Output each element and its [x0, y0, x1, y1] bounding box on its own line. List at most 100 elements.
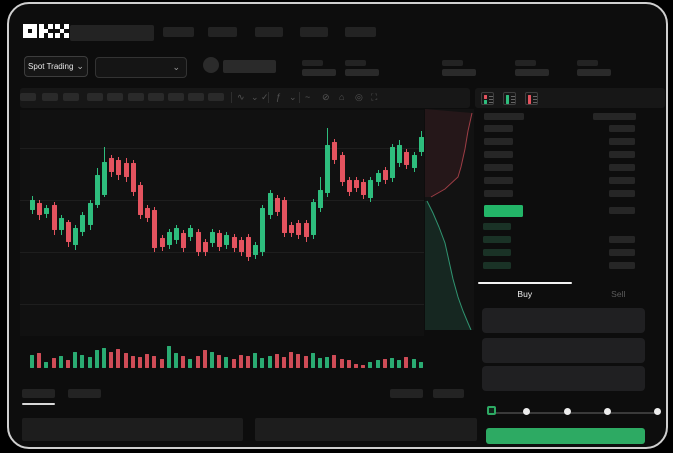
- tab-buy[interactable]: Buy: [478, 282, 572, 306]
- nav-item-placeholder[interactable]: [255, 27, 283, 37]
- amount-input-placeholder[interactable]: [482, 338, 645, 363]
- ask-row[interactable]: [484, 177, 513, 184]
- amount-slider-track[interactable]: [490, 412, 657, 414]
- timeframe-button-placeholder[interactable]: [208, 93, 224, 101]
- tab-sell[interactable]: Sell: [611, 289, 626, 299]
- chart-style-icon[interactable]: ∿: [237, 92, 245, 102]
- volume-bar: [246, 356, 250, 368]
- nav-item-placeholder[interactable]: [208, 27, 237, 37]
- compare-icon[interactable]: ⊘: [322, 92, 330, 102]
- candle: [231, 237, 237, 248]
- fullscreen-icon[interactable]: ⛶: [371, 92, 378, 102]
- orderbook-sells-view-icon[interactable]: [525, 92, 538, 105]
- candlestick-chart[interactable]: [20, 110, 424, 336]
- stat-value-placeholder: [515, 69, 549, 76]
- orderbook-icon-line: [489, 99, 493, 100]
- okx-logo[interactable]: [23, 24, 69, 38]
- bottom-tab-underline: [22, 403, 55, 405]
- volume-bar: [404, 357, 409, 368]
- orderbook-icon-line: [489, 96, 493, 97]
- ask-amount-placeholder: [609, 177, 635, 184]
- ask-row[interactable]: [484, 151, 513, 158]
- app-window: Spot Trading ⌄ ⌄ ∿ ⌄ ✓ ƒ ⌄ ~ ⊘ ⌂ ◎ ⛶ Buy: [7, 2, 668, 449]
- volume-bar: [217, 355, 222, 368]
- pair-selector-dropdown[interactable]: ⌄: [95, 57, 187, 78]
- volume-bar: [303, 356, 308, 368]
- bid-row[interactable]: [483, 262, 511, 269]
- bid-row[interactable]: [483, 236, 511, 243]
- bid-amount-placeholder: [609, 249, 635, 256]
- timeframe-button-placeholder[interactable]: [20, 93, 36, 101]
- candle: [94, 175, 100, 205]
- orderbook-icon-bar: [484, 100, 487, 104]
- bottom-tab-active[interactable]: [22, 389, 55, 398]
- ask-row[interactable]: [484, 125, 513, 132]
- candle: [181, 233, 187, 248]
- timeframe-button-placeholder[interactable]: [63, 93, 79, 101]
- nav-item-placeholder[interactable]: [345, 27, 376, 37]
- search-placeholder[interactable]: [70, 25, 154, 41]
- candle: [267, 193, 273, 215]
- candle: [159, 238, 165, 247]
- candle: [390, 147, 395, 178]
- timeframe-button-placeholder[interactable]: [42, 93, 58, 101]
- candle: [375, 173, 381, 182]
- nav-item-placeholder[interactable]: [163, 27, 194, 37]
- nav-item-placeholder[interactable]: [300, 27, 328, 37]
- orderbook-combined-view-icon[interactable]: [481, 92, 494, 105]
- ask-row[interactable]: [484, 164, 513, 171]
- volume-bar: [138, 357, 142, 368]
- chevron-down-icon: ⌄: [172, 62, 180, 72]
- volume-bar: [418, 362, 423, 368]
- slider-stop[interactable]: [564, 408, 571, 415]
- volume-bar: [390, 358, 394, 368]
- bid-row[interactable]: [483, 249, 511, 256]
- indicators-icon[interactable]: ƒ: [276, 92, 282, 102]
- price-amount-placeholder: [609, 207, 635, 214]
- bottom-tab[interactable]: [68, 389, 101, 398]
- timeframe-button-placeholder[interactable]: [107, 93, 123, 101]
- slider-stop[interactable]: [654, 408, 661, 415]
- snapshot-icon[interactable]: ⌂: [339, 92, 345, 102]
- orderbook-header-right: [593, 113, 636, 120]
- candle: [166, 232, 172, 245]
- slider-stop[interactable]: [523, 408, 530, 415]
- stat-label-placeholder: [442, 60, 463, 66]
- bottom-action-placeholder[interactable]: [390, 389, 423, 398]
- volume-bar: [411, 359, 416, 368]
- chart-style-chevron-icon[interactable]: ⌄: [251, 92, 259, 102]
- candle: [51, 205, 57, 230]
- bid-row[interactable]: [483, 223, 511, 230]
- spot-trading-selector[interactable]: Spot Trading ⌄: [24, 56, 88, 77]
- spot-trading-label: Spot Trading: [28, 62, 74, 71]
- timeframe-button-placeholder[interactable]: [87, 93, 103, 101]
- volume-bar: [332, 355, 337, 368]
- orderbook-icon-bar: [528, 95, 531, 104]
- candle: [152, 210, 158, 248]
- orderbook-icon-line: [511, 96, 515, 97]
- timeframe-button-placeholder[interactable]: [188, 93, 204, 101]
- volume-bar: [318, 358, 322, 368]
- draw-tool-icon[interactable]: ✓: [261, 92, 269, 102]
- slider-stop[interactable]: [604, 408, 611, 415]
- candle: [145, 208, 151, 218]
- slider-handle[interactable]: [487, 406, 496, 415]
- ask-row[interactable]: [484, 190, 513, 197]
- volume-bar: [116, 349, 121, 368]
- timeframe-button-placeholder[interactable]: [168, 93, 184, 101]
- stat-value-placeholder: [442, 69, 476, 76]
- buy-submit-button[interactable]: [486, 428, 645, 444]
- timeframe-button-placeholder[interactable]: [128, 93, 144, 101]
- overlay-icon[interactable]: ~: [305, 92, 311, 102]
- orderbook-buys-view-icon[interactable]: [503, 92, 516, 105]
- timeframe-button-placeholder[interactable]: [148, 93, 164, 101]
- total-input-placeholder[interactable]: [482, 366, 645, 391]
- candle: [217, 233, 223, 247]
- indicators-chevron-icon[interactable]: ⌄: [289, 92, 297, 102]
- ask-row[interactable]: [484, 138, 513, 145]
- last-price-badge[interactable]: [484, 205, 523, 217]
- order-history-placeholder: [255, 418, 477, 441]
- chart-settings-icon[interactable]: ◎: [355, 92, 363, 102]
- price-input-placeholder[interactable]: [482, 308, 645, 333]
- bottom-action-placeholder[interactable]: [433, 389, 464, 398]
